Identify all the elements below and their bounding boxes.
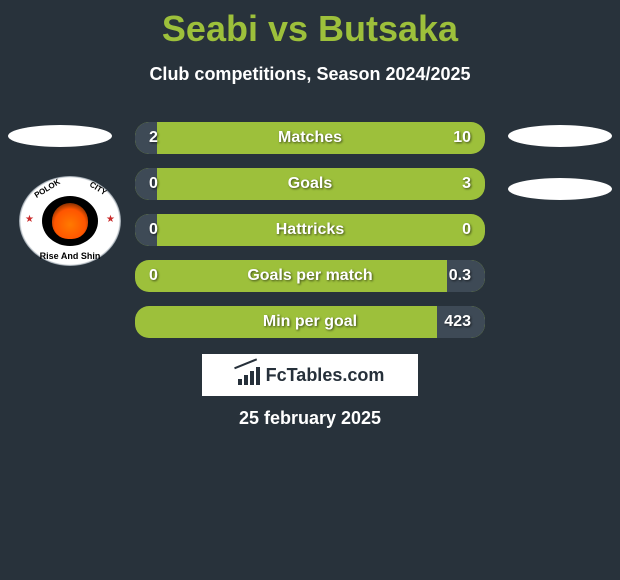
player-photo-left — [8, 125, 112, 147]
brand-text: FcTables.com — [266, 365, 385, 386]
badge-text-top-right: CITY — [88, 180, 108, 197]
player-photo-right — [508, 125, 612, 147]
club-photo-right — [508, 178, 612, 200]
flame-icon — [52, 203, 88, 239]
bar-row: 0 Hattricks 0 — [135, 214, 485, 246]
bar-row: 0 Goals per match 0.3 — [135, 260, 485, 292]
comparison-bars: 2 Matches 10 0 Goals 3 0 Hattricks 0 0 G… — [135, 122, 485, 352]
bar-row: 2 Matches 10 — [135, 122, 485, 154]
badge-text-bottom: Rise And Shin — [19, 251, 121, 261]
comparison-card: Seabi vs Butsaka Club competitions, Seas… — [0, 0, 620, 580]
subtitle: Club competitions, Season 2024/2025 — [0, 64, 620, 85]
bar-value-right: 10 — [453, 129, 471, 147]
badge-inner — [42, 196, 98, 246]
bar-value-right: 0.3 — [449, 267, 471, 285]
bar-label: Goals — [135, 175, 485, 193]
brand-logo: FcTables.com — [202, 354, 418, 396]
bar-label: Min per goal — [135, 313, 485, 331]
chart-icon — [236, 365, 260, 385]
bar-label: Goals per match — [135, 267, 485, 285]
bar-value-right: 3 — [462, 175, 471, 193]
club-badge-left: POLOK CITY ★ ★ Rise And Shin — [19, 176, 121, 266]
bar-value-right: 423 — [444, 313, 471, 331]
badge-text-top-left: POLOK — [33, 177, 62, 200]
bar-label: Hattricks — [135, 221, 485, 239]
star-icon: ★ — [25, 214, 34, 225]
bar-value-right: 0 — [462, 221, 471, 239]
page-title: Seabi vs Butsaka — [0, 0, 620, 50]
bar-row: Min per goal 423 — [135, 306, 485, 338]
bar-row: 0 Goals 3 — [135, 168, 485, 200]
bar-label: Matches — [135, 129, 485, 147]
star-icon: ★ — [106, 214, 115, 225]
date-label: 25 february 2025 — [0, 408, 620, 429]
